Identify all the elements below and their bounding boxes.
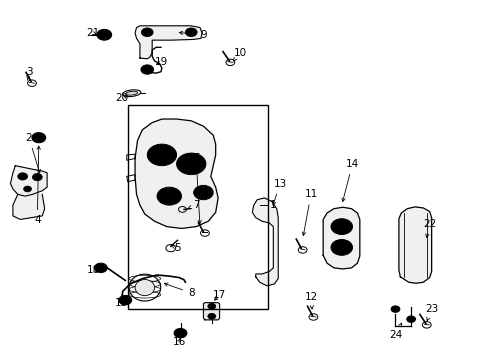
- Circle shape: [153, 148, 171, 161]
- Bar: [128, 105, 269, 309]
- Circle shape: [145, 67, 150, 72]
- Circle shape: [174, 328, 187, 338]
- Circle shape: [32, 174, 42, 181]
- Text: 22: 22: [423, 219, 436, 237]
- Circle shape: [35, 135, 42, 140]
- Text: 19: 19: [155, 57, 169, 67]
- Circle shape: [97, 30, 112, 40]
- Text: 9: 9: [179, 30, 207, 40]
- Polygon shape: [252, 198, 278, 286]
- Polygon shape: [13, 194, 45, 220]
- Circle shape: [182, 157, 200, 170]
- Text: 15: 15: [115, 298, 128, 308]
- Circle shape: [197, 188, 209, 197]
- Text: 18: 18: [87, 265, 100, 275]
- Text: 1: 1: [270, 200, 277, 210]
- Text: 17: 17: [213, 291, 226, 301]
- Text: 3: 3: [25, 67, 32, 80]
- Circle shape: [391, 306, 400, 312]
- Ellipse shape: [125, 91, 138, 95]
- Ellipse shape: [129, 274, 161, 301]
- Circle shape: [100, 32, 108, 38]
- Circle shape: [119, 296, 132, 305]
- Circle shape: [185, 28, 197, 37]
- Circle shape: [177, 331, 183, 335]
- Circle shape: [98, 266, 104, 270]
- Text: 6: 6: [193, 153, 201, 224]
- Ellipse shape: [122, 90, 141, 96]
- Polygon shape: [399, 207, 432, 283]
- Text: 21: 21: [86, 28, 99, 38]
- Text: 12: 12: [304, 292, 318, 309]
- Circle shape: [194, 185, 213, 200]
- Polygon shape: [127, 154, 135, 160]
- Text: 4: 4: [34, 146, 41, 225]
- Circle shape: [176, 153, 206, 175]
- Circle shape: [157, 187, 181, 205]
- Polygon shape: [135, 119, 218, 228]
- Circle shape: [32, 133, 46, 143]
- Circle shape: [95, 263, 107, 273]
- Text: 23: 23: [425, 304, 438, 321]
- Text: 7: 7: [188, 200, 199, 210]
- Circle shape: [208, 314, 216, 319]
- Text: 5: 5: [172, 243, 181, 253]
- Circle shape: [122, 298, 128, 302]
- Polygon shape: [10, 166, 47, 196]
- Circle shape: [331, 219, 352, 234]
- Circle shape: [147, 144, 176, 166]
- Circle shape: [331, 239, 352, 255]
- Circle shape: [142, 28, 153, 37]
- Circle shape: [335, 222, 348, 231]
- Circle shape: [335, 243, 348, 252]
- Circle shape: [18, 173, 27, 180]
- Circle shape: [188, 30, 194, 35]
- Circle shape: [24, 186, 31, 192]
- Text: 11: 11: [302, 189, 318, 235]
- Circle shape: [407, 316, 416, 322]
- Text: 10: 10: [233, 48, 246, 61]
- Text: 16: 16: [172, 337, 186, 347]
- Circle shape: [145, 30, 150, 35]
- Circle shape: [208, 303, 216, 309]
- Text: 20: 20: [115, 93, 128, 103]
- Text: 24: 24: [389, 323, 402, 340]
- Polygon shape: [203, 303, 220, 320]
- Text: 13: 13: [272, 179, 287, 205]
- Text: 2: 2: [25, 133, 40, 173]
- Circle shape: [141, 65, 154, 74]
- Text: 8: 8: [165, 283, 195, 298]
- Text: 14: 14: [342, 159, 359, 202]
- Circle shape: [162, 191, 176, 202]
- Ellipse shape: [135, 279, 155, 296]
- Polygon shape: [127, 175, 135, 182]
- Polygon shape: [323, 207, 360, 269]
- Polygon shape: [135, 26, 202, 59]
